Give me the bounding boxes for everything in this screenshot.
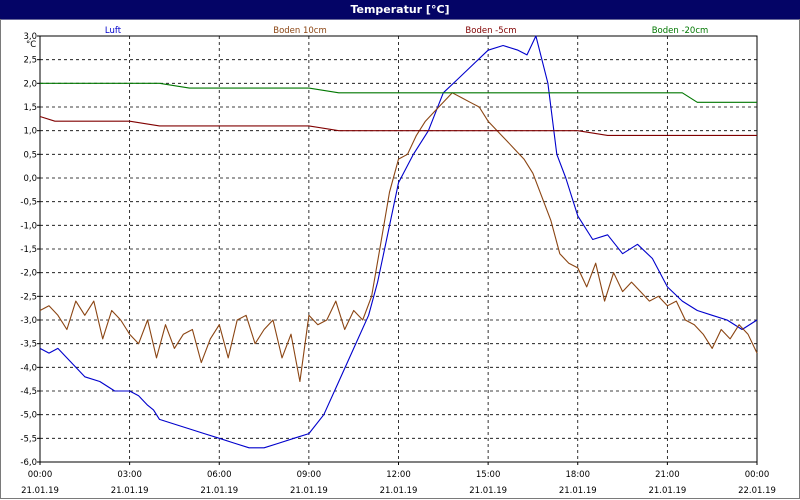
x-tick-label-date: 21.01.19 (21, 486, 59, 496)
legend-entry: Boden -20cm (652, 26, 709, 36)
x-tick-label-time: 18:00 (566, 470, 591, 480)
series-line (40, 82, 757, 103)
x-tick-label-date: 21.01.19 (380, 486, 418, 496)
y-tick-label: -4,0 (20, 363, 37, 373)
x-tick-label-time: 00:00 (745, 470, 770, 480)
x-tick-label-time: 00:00 (28, 470, 53, 480)
legend-entry: Luft (105, 26, 122, 36)
series-line (39, 35, 758, 449)
x-tick-label-date: 21.01.19 (290, 486, 328, 496)
x-tick-label-date: 21.01.19 (559, 486, 597, 496)
x-tick-label-time: 09:00 (297, 470, 322, 480)
y-tick-label: 2,0 (23, 79, 37, 89)
x-tick-label-date: 21.01.19 (648, 486, 686, 496)
y-tick-label: -3,5 (20, 340, 37, 350)
x-tick-label-time: 15:00 (476, 470, 501, 480)
y-tick-label: -4,5 (20, 387, 37, 397)
y-axis-label: °C (26, 40, 36, 50)
x-tick-label-date: 21.01.19 (111, 486, 149, 496)
y-tick-label: -5,5 (20, 434, 37, 444)
y-tick-label: 0,0 (23, 174, 37, 184)
x-tick-label-time: 06:00 (207, 470, 232, 480)
x-tick-label-date: 21.01.19 (200, 486, 238, 496)
y-tick-label: -2,0 (20, 269, 37, 279)
y-tick-label: -2,5 (20, 292, 37, 302)
y-tick-label: -6,0 (20, 458, 37, 468)
y-tick-label: -5,0 (20, 411, 37, 421)
y-tick-label: 0,5 (23, 150, 37, 160)
y-tick-label: -0,5 (20, 198, 37, 208)
y-tick-label: -1,0 (20, 221, 37, 231)
x-tick-label-time: 03:00 (117, 470, 142, 480)
legend-entry: Boden 10cm (273, 26, 327, 36)
window-title: Temperatur [°C] (350, 3, 450, 16)
y-tick-label: 1,0 (23, 127, 37, 137)
x-tick-label-time: 12:00 (386, 470, 411, 480)
y-tick-label: 3,0 (23, 32, 37, 42)
series-line (39, 92, 758, 383)
y-tick-label: -3,0 (20, 316, 37, 326)
x-tick-label-date: 22.01.19 (738, 486, 776, 496)
series-line (39, 115, 757, 136)
window-title-bar: Temperatur [°C] (0, 0, 800, 20)
y-tick-label: -1,5 (20, 245, 37, 255)
legend-entry: Boden -5cm (465, 26, 516, 36)
x-tick-label-date: 21.01.19 (469, 486, 507, 496)
y-tick-label: 2,5 (23, 56, 37, 66)
y-tick-label: 1,5 (23, 103, 37, 113)
x-tick-label-time: 21:00 (655, 470, 680, 480)
